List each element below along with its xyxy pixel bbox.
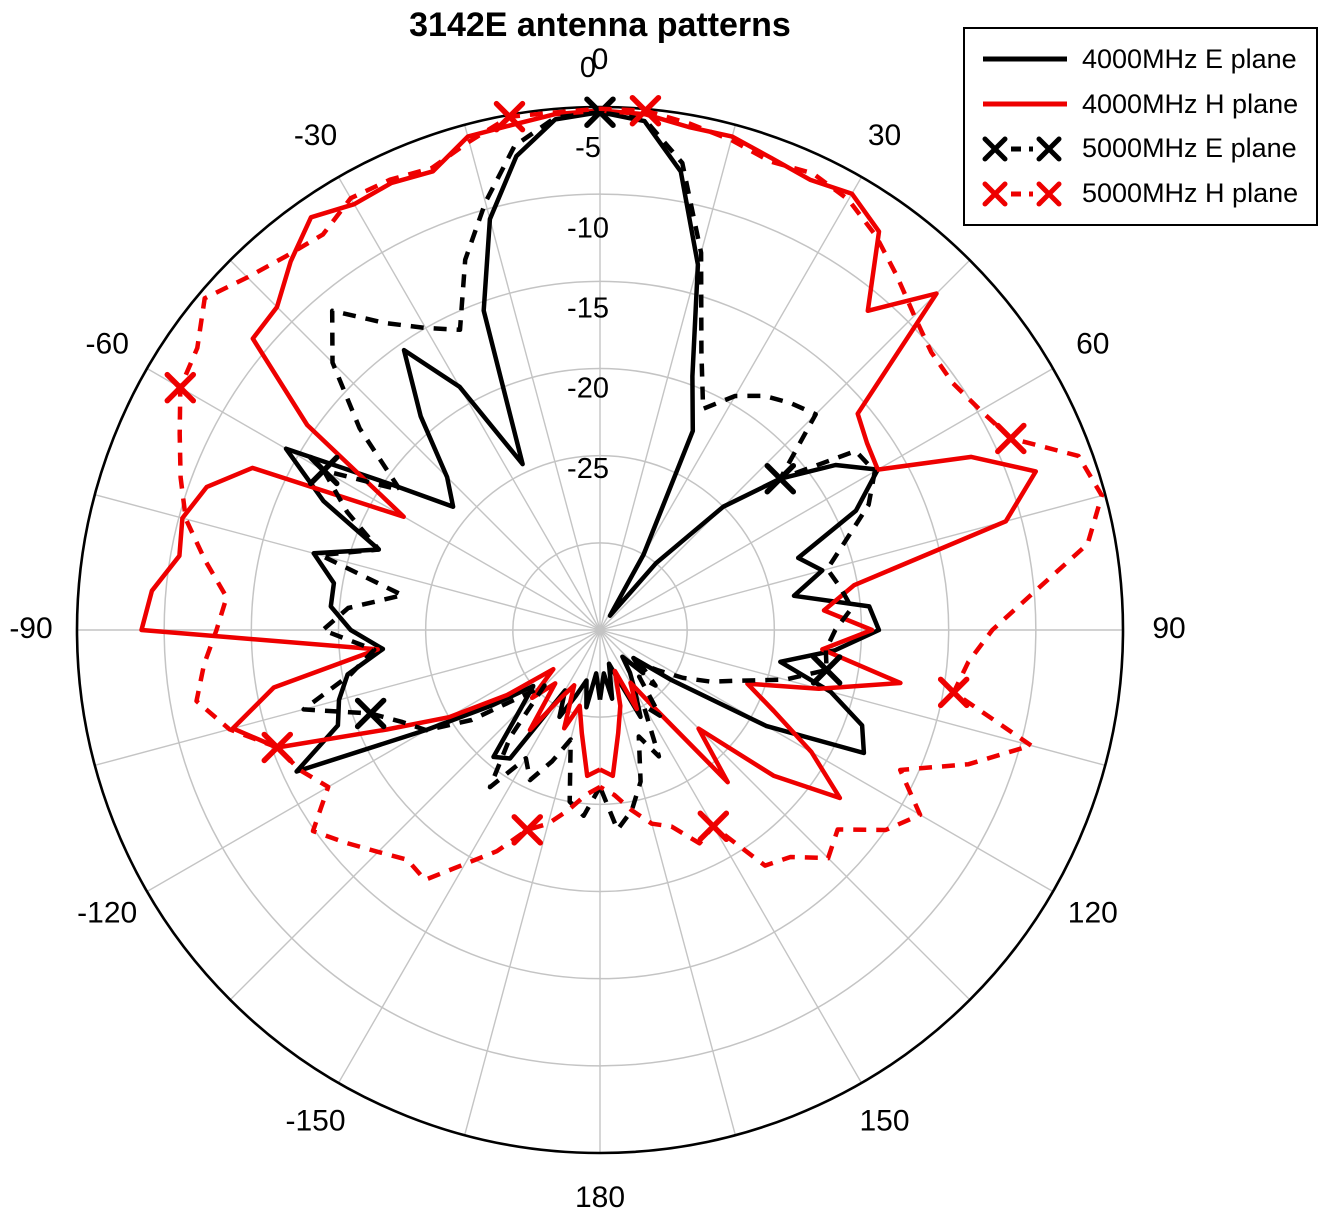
x-marker-icon [764,462,797,495]
legend-item-5000mhz-h-plane: 5000MHz H plane [981,178,1312,210]
series-4000mhz-e-plane [283,109,882,774]
radial-gridline [424,454,776,806]
radial-tick-label: -10 [567,212,609,244]
series-line [301,109,878,832]
angle-tick-label: -60 [86,327,129,360]
radial-gridline [250,280,950,980]
angle-tick-label: 90 [1152,612,1185,645]
legend-item-4000mhz-e-plane: 4000MHz E plane [981,43,1312,75]
radial-tick-label: -5 [575,132,601,164]
series-line [177,106,1105,883]
angle-tick-label: 180 [575,1181,625,1214]
legend: 4000MHz E plane 4000MHz H plane 5000MHz … [963,27,1318,226]
legend-label: 4000MHz H plane [1082,88,1299,119]
chart-title: 3142E antenna patterns [409,6,791,44]
x-marker-icon [493,100,526,133]
x-marker-icon [697,810,730,843]
angle-tick-label: 60 [1076,327,1109,360]
radial-gridline [512,542,688,718]
x-marker-icon [164,371,197,404]
angle-tick-label: 0 [592,43,609,76]
x-marker-icon [629,94,662,127]
radial-tick-labels: 0 -5 -10 -15 -20 -25 [567,52,609,485]
x-marker-icon [307,454,340,487]
polar-grid [75,105,1125,1155]
legend-item-4000mhz-h-plane: 4000MHz H plane [981,88,1312,120]
radial-tick-label: -15 [567,293,609,325]
legend-label: 4000MHz E plane [1082,43,1297,74]
series-line [283,109,882,774]
radial-tick-label: -20 [567,373,609,405]
legend-swatch-solid-black-icon [983,56,1067,62]
angle-tick-label: -30 [294,119,337,152]
legend-label: 5000MHz H plane [1082,178,1299,209]
radial-tick-label: -25 [567,453,609,485]
x-marker-icon [810,654,843,686]
radial-tick-label: 0 [580,52,596,84]
angle-tick-label: -120 [77,896,137,929]
legend-swatch-solid-red-icon [983,101,1067,107]
x-marker-icon [511,814,544,846]
angle-tick-label: -150 [285,1105,345,1138]
x-marker-icon [995,422,1027,455]
series-5000mhz-h-plane [164,94,1105,883]
angle-tick-label: 30 [868,119,901,152]
legend-label: 5000MHz E plane [1082,133,1297,164]
x-marker-icon [584,96,616,128]
x-marker-icon [937,676,970,709]
x-marker-icon [261,731,294,764]
angle-tick-label: 120 [1068,896,1118,929]
angle-tick-label: 150 [859,1105,909,1138]
x-marker-icon [354,697,387,730]
legend-swatch-x-dash-black-icon [982,136,1062,162]
radial-gridline [337,367,863,893]
angle-tick-label: -90 [9,612,52,645]
legend-item-5000mhz-e-plane: 5000MHz E plane [981,133,1312,165]
series-5000mhz-e-plane [301,96,878,832]
legend-swatch-x-dash-red-icon [982,181,1062,207]
